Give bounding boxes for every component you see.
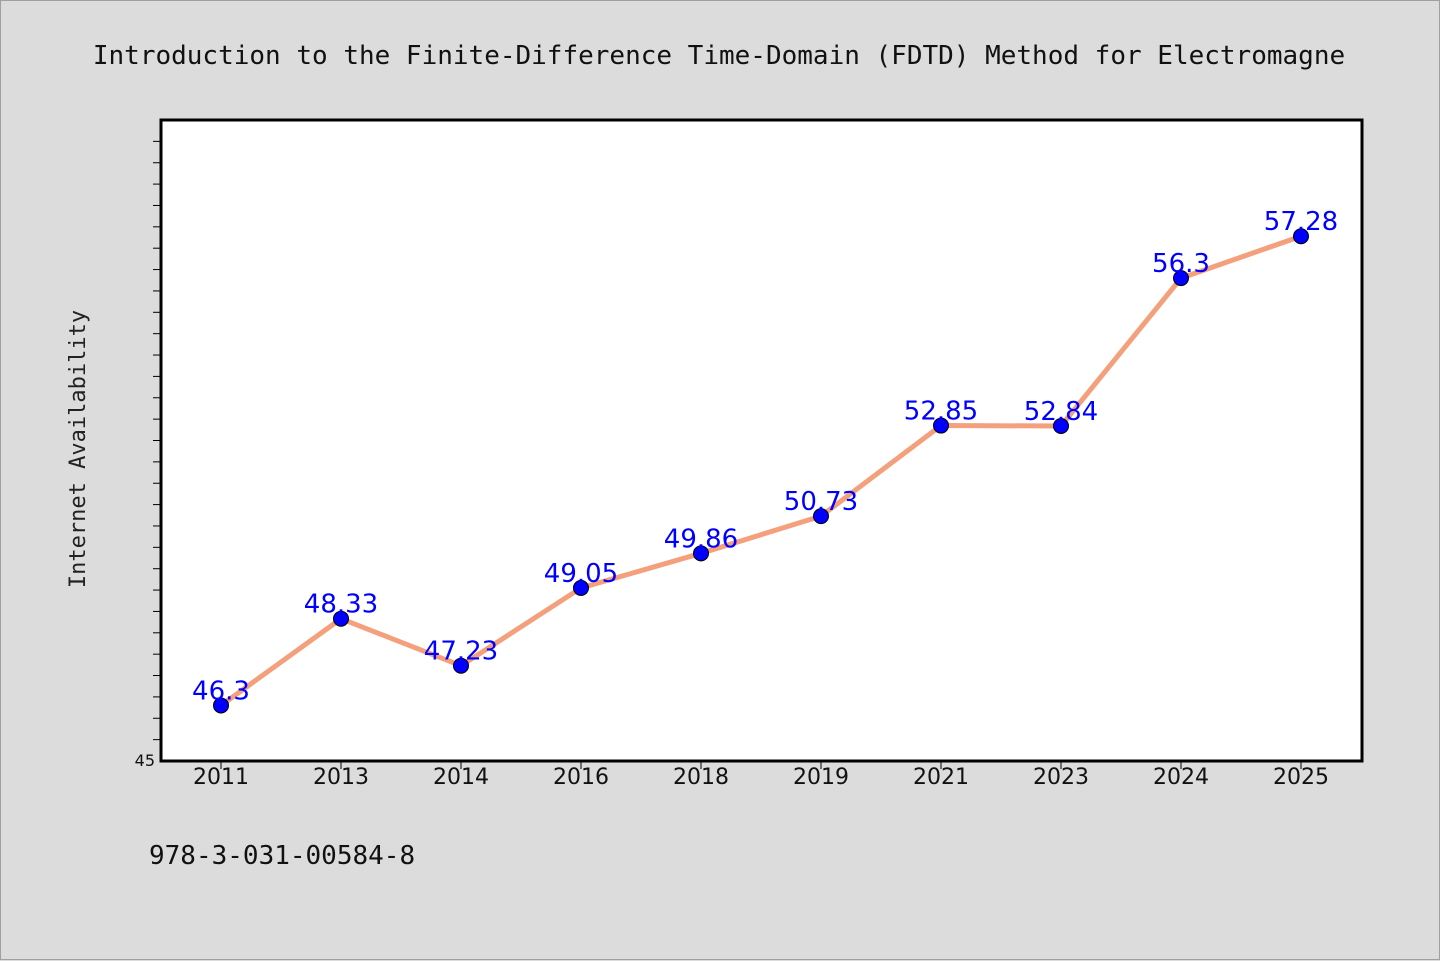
data-point (333, 610, 349, 627)
data-point (453, 657, 469, 674)
data-label: 47.23 (424, 637, 498, 667)
data-point (213, 697, 229, 714)
x-tick-label: 2011 (193, 765, 249, 790)
data-label: 56.3 (1152, 249, 1210, 279)
data-point (573, 579, 589, 596)
y-axis-label: Internet Availability (66, 310, 91, 588)
data-point (1173, 270, 1189, 287)
y-axis-ticks: 45 (135, 140, 161, 770)
x-tick-label: 2016 (553, 765, 609, 790)
x-tick-label: 2024 (1153, 765, 1209, 790)
data-label: 48.33 (304, 590, 378, 620)
data-labels: 46.3 48.33 47.23 49.05 49.86 50.73 52.85 52.84 5… (192, 207, 1338, 706)
data-label: 49.86 (664, 524, 738, 554)
data-point (813, 508, 829, 525)
plot-area (159, 118, 1364, 763)
data-label: 50.73 (784, 487, 858, 517)
data-label: 52.84 (1024, 397, 1098, 427)
footnote: 978-3-031-00584-8 (149, 841, 415, 871)
series-line (218, 233, 1304, 708)
x-tick-label: 2013 (313, 765, 369, 790)
x-tick-label: 2019 (793, 765, 849, 790)
x-tick-label: 2023 (1033, 765, 1089, 790)
y-tick-label: 45 (135, 751, 155, 770)
data-point (693, 545, 709, 562)
x-tick-label: 2025 (1273, 765, 1329, 790)
data-point (933, 417, 949, 434)
data-label: 49.05 (544, 559, 618, 589)
data-markers (213, 228, 1309, 714)
data-point (1293, 228, 1309, 245)
x-axis-ticks: 2011 2013 2014 2016 2018 2019 2021 2023 2024 2025 (193, 761, 1329, 790)
x-tick-label: 2014 (433, 765, 489, 790)
chart-title: Introduction to the Finite-Difference Ti… (93, 41, 1345, 71)
data-label: 46.3 (192, 676, 250, 706)
x-tick-label: 2021 (913, 765, 969, 790)
x-tick-label: 2018 (673, 765, 729, 790)
data-label: 57.28 (1264, 207, 1338, 237)
data-point (1053, 417, 1069, 434)
data-label: 52.85 (904, 397, 978, 427)
